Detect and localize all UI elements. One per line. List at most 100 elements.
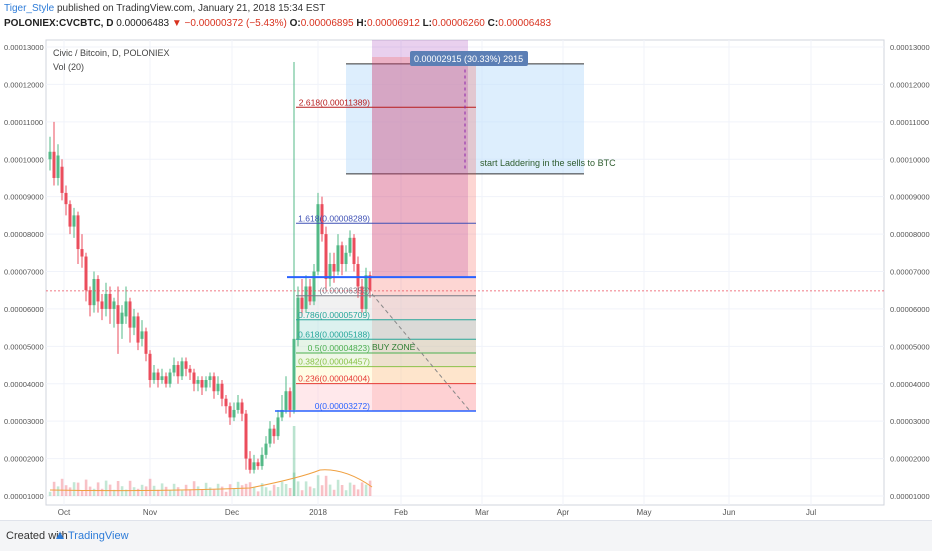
y-tick-label-right: 0.00011000 <box>890 118 929 127</box>
candle-body <box>160 376 164 381</box>
ohlc-header: POLONIEX:CVCBTC, D 0.00006483 ▼ −0.00000… <box>4 18 551 29</box>
author-link[interactable]: Tiger_Style <box>4 3 55 14</box>
low-label: L: <box>422 18 433 29</box>
candle-body <box>292 338 296 410</box>
created-with-text: Created with <box>6 530 68 542</box>
volume-bar <box>104 480 108 496</box>
candle-body <box>348 237 352 253</box>
fib-label: 0.382(0.00004457) <box>298 357 370 367</box>
candle-body <box>368 275 372 291</box>
volume-bar <box>200 489 204 496</box>
y-tick-label-left: 0.00001000 <box>4 492 44 501</box>
published-text: published on TradingView.com, January 21… <box>57 3 326 14</box>
y-tick-label-left: 0.00002000 <box>4 455 44 464</box>
volume-bar <box>272 484 276 496</box>
candle-body <box>104 293 108 309</box>
fib-label: (0.00006353) <box>319 286 370 296</box>
fib-band <box>296 295 476 320</box>
candle-body <box>144 331 148 354</box>
fib-band <box>296 339 476 353</box>
volume-bar <box>68 487 72 496</box>
candle-body <box>268 428 272 444</box>
x-tick-label: Nov <box>143 508 157 517</box>
sell-annotation: start Laddering in the sells to BTC <box>480 158 616 168</box>
candle-body <box>100 301 104 309</box>
y-tick-label-right: 0.00007000 <box>890 268 930 277</box>
candle-body <box>272 428 276 437</box>
y-tick-label-left: 0.00009000 <box>4 193 44 202</box>
volume-bar <box>96 482 100 496</box>
candle-body <box>132 316 136 328</box>
volume-bar <box>156 489 160 496</box>
fib-label: 0.618(0.00005188) <box>298 329 370 339</box>
volume-bar <box>320 485 324 496</box>
volume-bar <box>48 491 52 496</box>
candle-body <box>312 271 316 302</box>
volume-bar <box>328 484 332 496</box>
volume-bar <box>56 486 60 496</box>
candle-body <box>84 256 88 291</box>
publish-header: Tiger_Style published on TradingView.com… <box>4 3 325 14</box>
volume-bar <box>220 486 224 496</box>
fib-band <box>296 383 476 411</box>
price-chart[interactable]: 2.618(0.00011389) 1.618(0.00008289) (0.000… <box>0 0 932 520</box>
candle-body <box>216 383 220 392</box>
volume-bar <box>232 488 236 496</box>
y-tick-label-left: 0.00010000 <box>4 155 44 164</box>
y-tick-label-right: 0.00004000 <box>890 380 930 389</box>
volume-bar <box>268 490 272 496</box>
y-tick-label-left: 0.00003000 <box>4 417 44 426</box>
y-tick-label-left: 0.00005000 <box>4 342 44 351</box>
volume-bar <box>368 480 372 496</box>
candle-body <box>232 409 236 418</box>
volume-bar <box>192 481 196 496</box>
y-tick-label-right: 0.00010000 <box>890 155 930 164</box>
volume-bar <box>308 486 312 496</box>
candle-body <box>244 413 248 459</box>
candle-body <box>344 252 348 265</box>
candle-body <box>80 249 84 257</box>
candle-body <box>360 286 364 309</box>
volume-bar <box>76 482 80 496</box>
volume-bar <box>336 479 340 496</box>
footer-bar: Created with TradingView <box>0 520 932 551</box>
volume-bar <box>60 478 64 496</box>
close-value-ohlc: 0.00006483 <box>498 18 552 29</box>
tradingview-link[interactable]: TradingView <box>68 530 129 542</box>
candle-body <box>264 443 268 455</box>
volume-ma-line <box>49 469 373 492</box>
volume-bar <box>340 485 344 496</box>
candle-body <box>248 458 252 470</box>
candle-body <box>304 286 308 309</box>
volume-bar <box>116 481 120 496</box>
fib-levels: 2.618(0.00011389) 1.618(0.00008289) (0.000… <box>275 97 476 412</box>
candle-body <box>92 278 96 306</box>
candle-body <box>284 391 288 410</box>
fib-label: 0.5(0.00004823) <box>308 343 371 353</box>
candle-body <box>136 316 140 343</box>
volume-bar <box>112 489 116 496</box>
x-tick-label: Mar <box>475 508 489 517</box>
y-tick-label-left: 0.00011000 <box>4 118 43 127</box>
volume-bar <box>356 489 360 496</box>
volume-bar <box>136 488 140 496</box>
measure-label-box <box>410 51 528 66</box>
candle-body <box>208 376 212 381</box>
candle-body <box>64 192 68 205</box>
volume-bar <box>264 487 268 496</box>
volume-bar <box>244 483 248 496</box>
open-value: 0.00006895 <box>300 18 354 29</box>
candle-body <box>152 372 156 381</box>
volume-bar <box>364 484 368 496</box>
y-tick-label-right: 0.00013000 <box>890 43 930 52</box>
volume-bar <box>196 486 200 496</box>
y-tick-label-right: 0.00005000 <box>890 342 930 351</box>
y-tick-label-right: 0.00008000 <box>890 230 930 239</box>
volume-bar <box>144 486 148 496</box>
volume-bar <box>288 488 292 496</box>
overlays: 0.00002915 (30.33%) 2915 start Laddering … <box>46 51 884 492</box>
fib-label: 0.236(0.00004004) <box>298 374 370 384</box>
volume-bar <box>188 489 192 496</box>
close-label: C: <box>487 18 499 29</box>
candle-body <box>156 372 160 381</box>
